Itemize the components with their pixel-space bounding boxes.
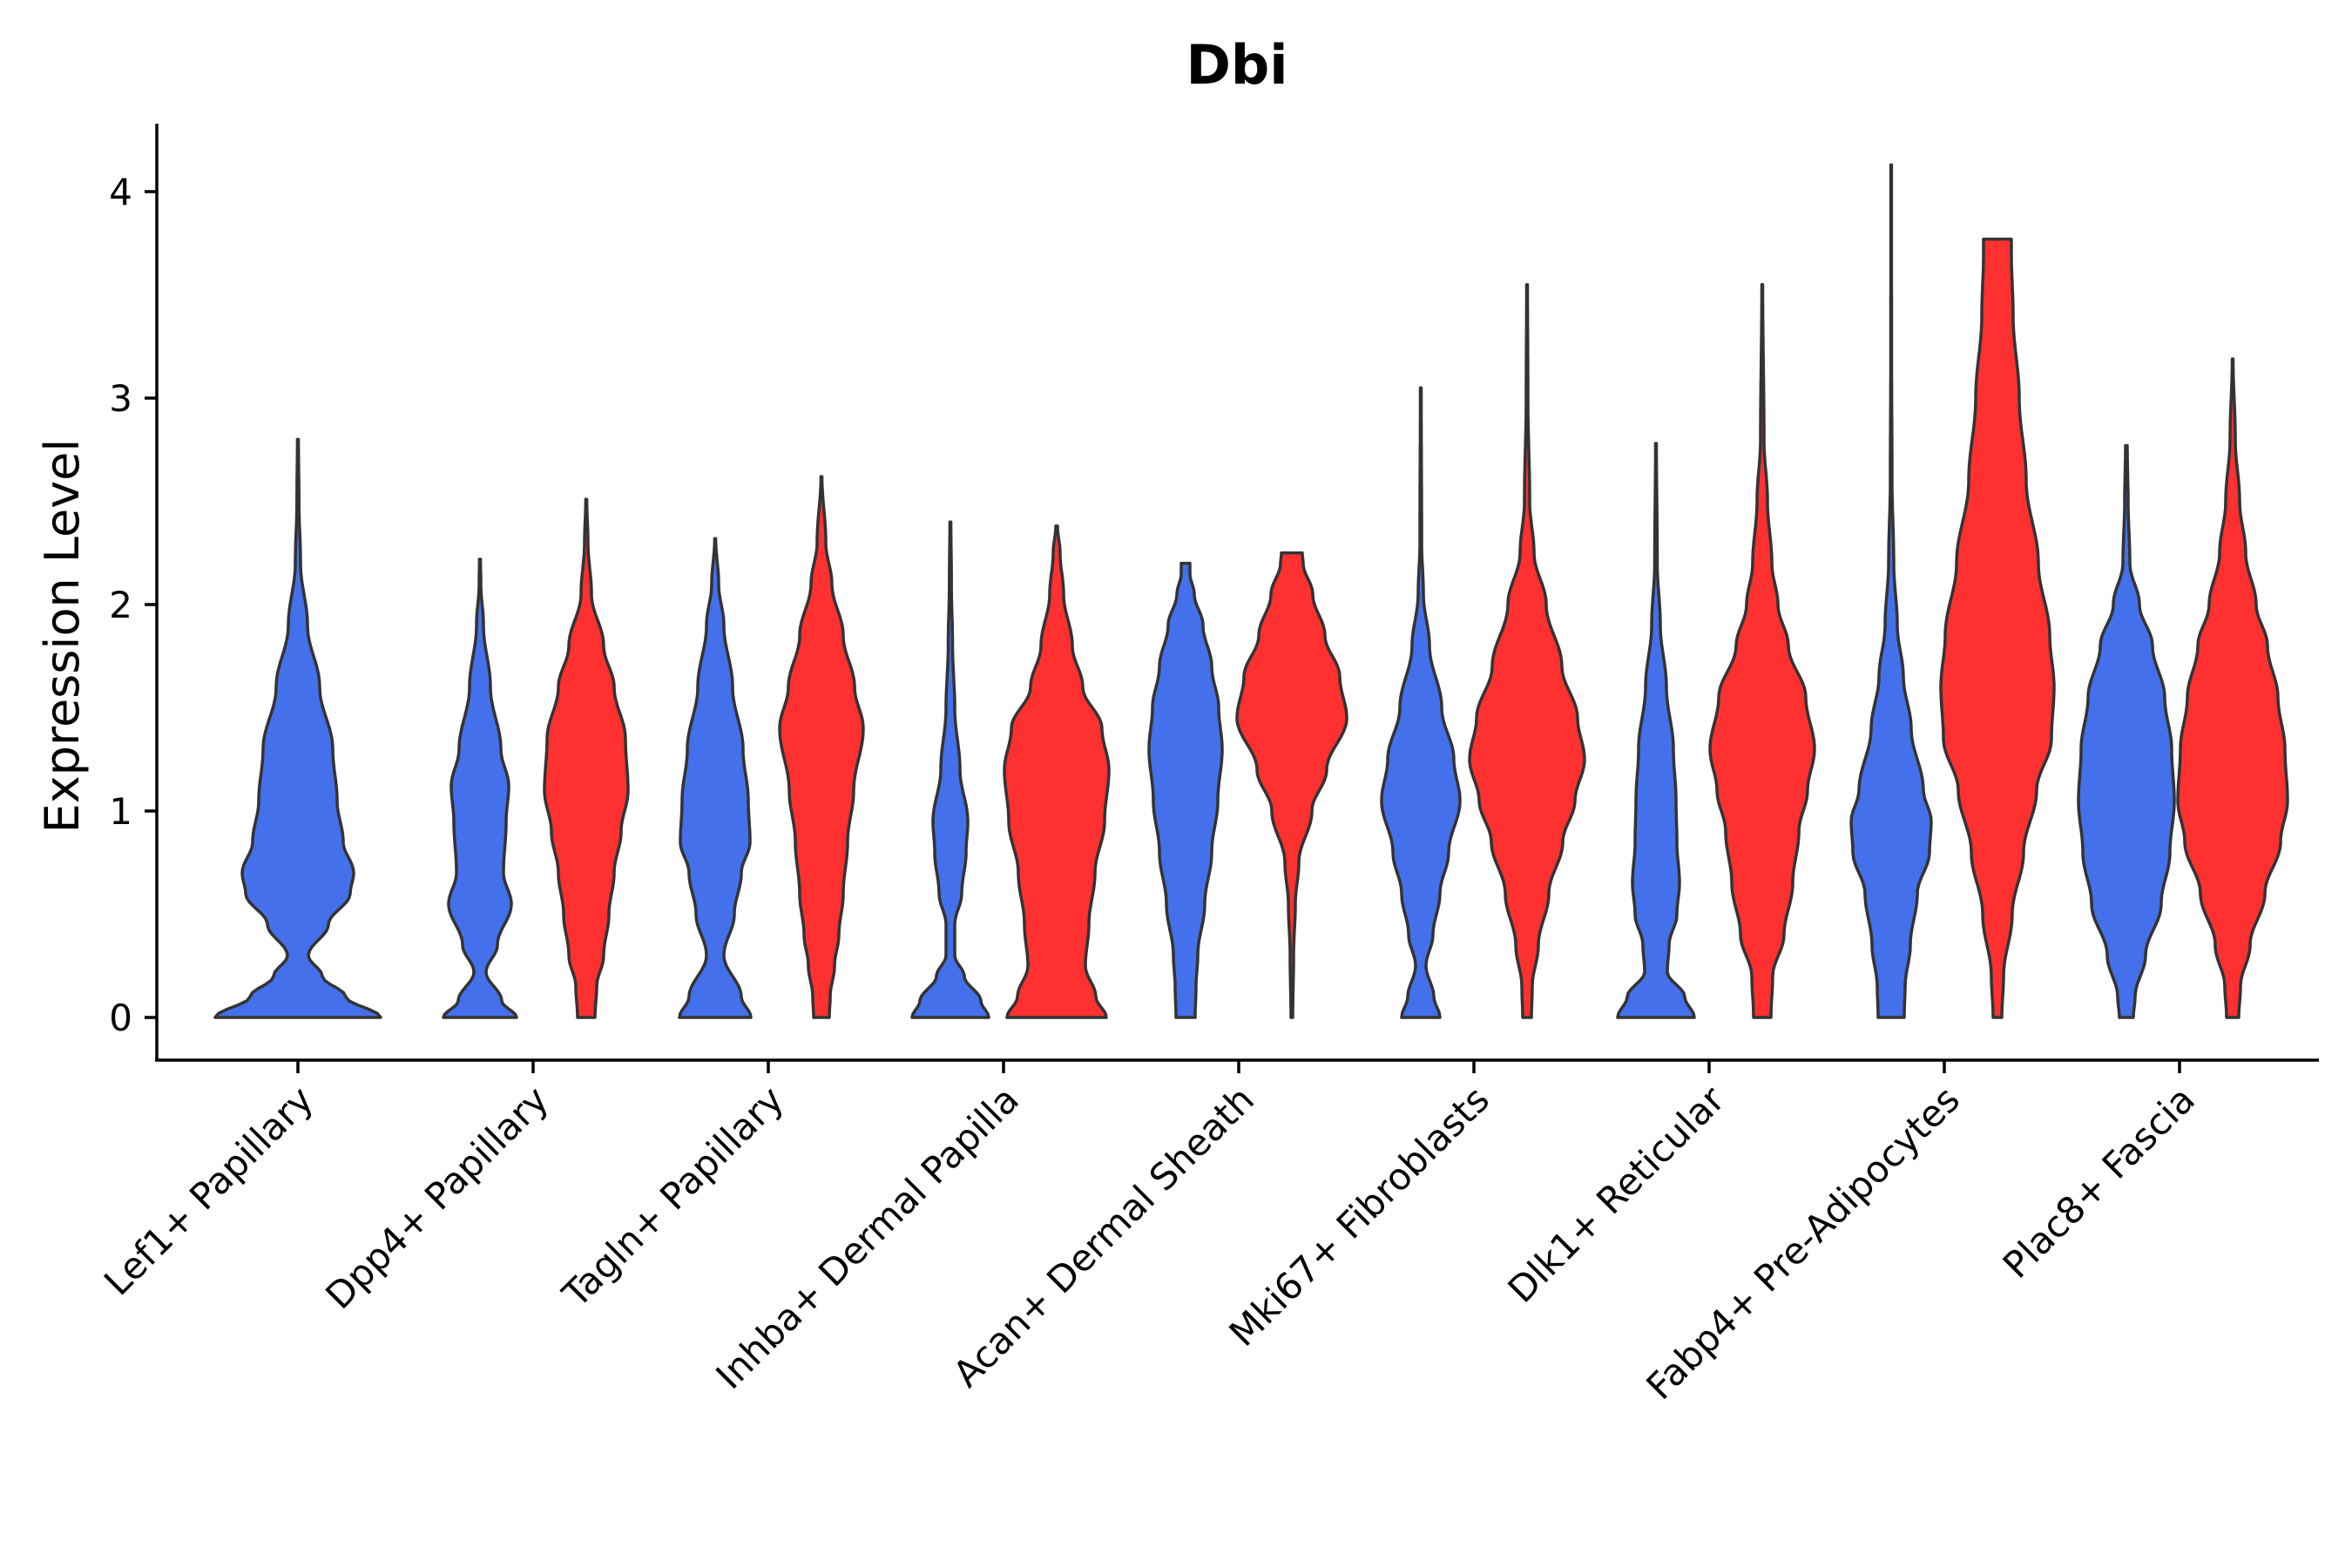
violin-2-fabp4-pre-adipocytes	[1939, 237, 2056, 1019]
y-tick-label: 3	[109, 377, 132, 420]
x-tick-label: Mki67+ Fibroblasts	[1221, 1078, 1497, 1354]
y-tick-label: 2	[109, 584, 132, 626]
violin-1-dpp4-papillary	[442, 558, 518, 1019]
chart-title: Dbi	[1186, 33, 1288, 97]
axes-layer	[155, 124, 2319, 1062]
violin-2-mki67-fibroblasts	[1468, 282, 1586, 1019]
violin-2-dpp4-papillary	[543, 497, 630, 1019]
violin-1-dlk1-reticular	[1616, 442, 1696, 1019]
x-tick-label: Lef1+ Papillary	[96, 1078, 321, 1303]
x-tick-label: Plac8+ Fascia	[1995, 1078, 2203, 1286]
violin-1-lef1-papillary	[213, 437, 382, 1019]
violin-1-fabp4-pre-adipocytes	[1849, 163, 1933, 1019]
y-tick-label: 1	[109, 790, 132, 833]
violin-1-tagln-papillary	[678, 537, 753, 1019]
y-ticks: 0 1 2 3 4	[109, 171, 157, 1039]
y-tick-label: 0	[109, 997, 132, 1039]
violin-1-plac8-fascia	[2077, 443, 2176, 1019]
x-tick-label: Dlk1+ Reticular	[1500, 1078, 1734, 1311]
violin-2-acan-dermal-sheath	[1235, 551, 1348, 1019]
y-tick-label: 4	[109, 171, 132, 213]
violin-1-mki67-fibroblasts	[1380, 386, 1462, 1019]
violin-2-plac8-fascia	[2176, 357, 2289, 1019]
violin-2-dlk1-reticular	[1708, 282, 1816, 1019]
x-tick-label: Tagln+ Papillary	[554, 1078, 792, 1315]
violin-1-acan-dermal-sheath	[1147, 561, 1224, 1019]
violin-2-inhba-dermal-papilla	[1003, 524, 1111, 1019]
y-axis-label: Expression Level	[35, 439, 90, 834]
violin-1-inhba-dermal-papilla	[910, 520, 990, 1019]
x-tick-label: Dpp4+ Papillary	[317, 1078, 557, 1317]
violin-2-tagln-papillary	[778, 475, 865, 1019]
violins-layer	[213, 163, 2289, 1019]
